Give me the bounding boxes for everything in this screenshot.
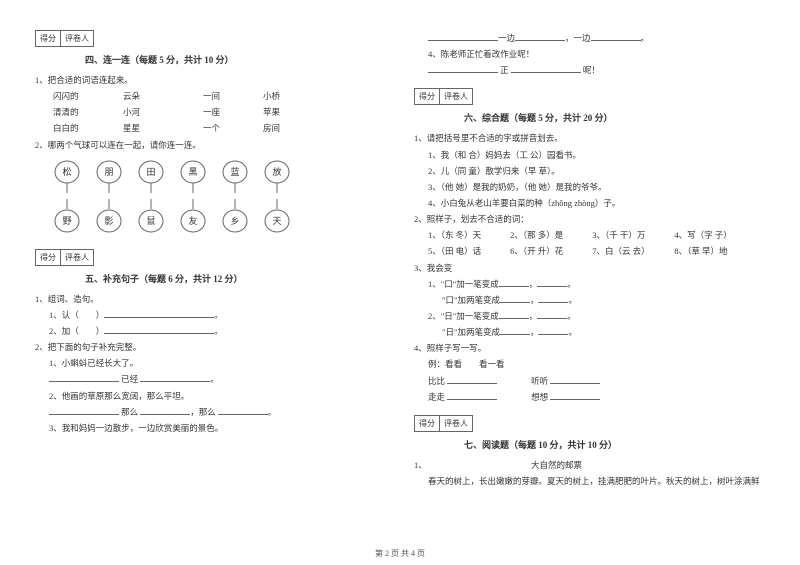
balloon-icon: 乡 (221, 199, 249, 233)
balloon-icon: 影 (95, 199, 123, 233)
score-box-sec6: 得分 评卷人 (414, 88, 473, 105)
svg-text:朋: 朋 (104, 167, 113, 177)
balloon-icon: 野 (53, 199, 81, 233)
balloon-icon: 放 (263, 159, 291, 193)
balloon-row-bottom: 野 影 鼠 友 乡 天 (53, 199, 386, 233)
left-column: 得分 评卷人 四、连一连（每题 5 分，共计 10 分） 1、把合适的词语连起来… (35, 30, 386, 489)
sec6-q4: 4、照样子写一写。 (414, 340, 765, 356)
score-label: 得分 (415, 89, 440, 104)
balloon: 朋 (95, 159, 123, 193)
cont-q4: 4、陈老师正忙着改作业呢！ (428, 46, 765, 62)
sec7-q1: 1、 大自然的邮票 (414, 457, 765, 473)
svg-text:野: 野 (62, 216, 71, 226)
balloon: 鼠 (137, 199, 165, 233)
svg-text:鼠: 鼠 (146, 215, 155, 226)
score-label: 得分 (415, 416, 440, 431)
balloon-icon: 朋 (95, 159, 123, 193)
svg-text:黑: 黑 (188, 167, 197, 177)
svg-text:天: 天 (272, 216, 281, 226)
svg-text:乡: 乡 (230, 216, 239, 226)
sec6-title: 六、综合题（每题 5 分，共计 20 分） (464, 111, 765, 124)
grader-label: 评卷人 (440, 416, 472, 431)
match-row-2: 清清的 小河 一座 苹果 (53, 104, 386, 120)
balloon: 乡 (221, 199, 249, 233)
balloon-icon: 友 (179, 199, 207, 233)
grader-label: 评卷人 (61, 250, 93, 265)
sec6-q1-1: 1、我（和 合）妈妈去（工 公）园看书。 (428, 147, 765, 163)
grader-label: 评卷人 (440, 89, 472, 104)
sec4-q1: 1、把合适的词语连起来。 (35, 72, 386, 88)
sec6-q2-row1: 1、（东 冬）天 2、（那 多）是 3、（千 干）万 4、写（字 子） (428, 227, 765, 243)
match-row-3: 白白的 星星 一个 房间 (53, 120, 386, 136)
cont-line1: 一边，一边。 (428, 30, 765, 46)
sec6-q3-1: 1、"口"加一笔变成，。 (428, 276, 765, 292)
balloon-row-top: 松 朋 田 黑 蓝 放 (53, 159, 386, 193)
sec6-q1-4: 4、小白兔从老山羊要白菜的种（zhǒng zhòng）子。 (428, 195, 765, 211)
balloon: 松 (53, 159, 81, 193)
grader-label: 评卷人 (61, 31, 93, 46)
svg-text:松: 松 (62, 166, 71, 177)
page-footer: 第 2 页 共 4 页 (0, 548, 800, 559)
sec7-title: 七、阅读题（每题 10 分，共计 10 分） (464, 438, 765, 451)
sec5-q1b: 2、加（ ）。 (49, 323, 386, 339)
sec6-q1-2: 2、儿（同 童）散学归来（早 草）。 (428, 163, 765, 179)
sec5-q2: 2、把下面的句子补充完整。 (35, 339, 386, 355)
balloon-icon: 田 (137, 159, 165, 193)
sec5-q1: 1、组词、造句。 (35, 291, 386, 307)
balloon: 田 (137, 159, 165, 193)
right-column: 一边，一边。 4、陈老师正忙着改作业呢！ 正 呢！ 得分 评卷人 六、综合题（每… (414, 30, 765, 489)
balloon: 蓝 (221, 159, 249, 193)
sec7-q1text: 春天的树上，长出嫩嫩的芽瓣。夏天的树上，挂满肥肥的叶片。秋天的树上，树叶涂满鲜 (428, 473, 765, 489)
sec5-q2-2b: 那么 ，那么 。 (49, 404, 386, 420)
svg-text:放: 放 (272, 166, 281, 177)
balloon: 野 (53, 199, 81, 233)
balloon: 影 (95, 199, 123, 233)
svg-text:田: 田 (146, 167, 155, 177)
balloon: 天 (263, 199, 291, 233)
sec6-q3-3: 2、"日"加一笔变成，。 (428, 308, 765, 324)
svg-text:友: 友 (188, 215, 197, 226)
sec6-q1-3: 3、（他 她）是我的奶奶，（他 她）是我的爷爷。 (428, 179, 765, 195)
balloon-icon: 松 (53, 159, 81, 193)
balloon-icon: 鼠 (137, 199, 165, 233)
sec6-q2-row2: 5、（田 电）话 6、（开 升）花 7、白（云 去） 8、（草 早）地 (428, 243, 765, 259)
sec5-q2-2: 2、他画的草原那么宽阔，那么平坦。 (49, 388, 386, 404)
sec6-q4-row1: 比比 听听 (428, 373, 765, 389)
sec4-q2: 2、哪两个气球可以连在一起，请你连一连。 (35, 137, 386, 153)
score-label: 得分 (36, 250, 61, 265)
sec4-title: 四、连一连（每题 5 分，共计 10 分） (85, 53, 386, 66)
match-row-1: 闪闪的 云朵 一间 小桥 (53, 88, 386, 104)
score-box-sec7: 得分 评卷人 (414, 415, 473, 432)
score-box-sec4: 得分 评卷人 (35, 30, 94, 47)
sec6-q2: 2、照样子，划去不合适的词： (414, 211, 765, 227)
sec6-q1: 1、请把括号里不合适的字或拼音划去。 (414, 130, 765, 146)
score-label: 得分 (36, 31, 61, 46)
sec5-q2-1: 1、小蝌蚪已经长大了。 (49, 355, 386, 371)
svg-text:影: 影 (104, 216, 113, 226)
score-box-sec5: 得分 评卷人 (35, 249, 94, 266)
sec6-q3-4: "日"加两笔变成，。 (442, 324, 765, 340)
balloon: 黑 (179, 159, 207, 193)
sec6-q3: 3、我会变 (414, 260, 765, 276)
sec5-q2-1b: 已经 。 (49, 371, 386, 387)
sec6-q4ex: 例：看看 看一看 (428, 356, 765, 372)
svg-text:蓝: 蓝 (230, 166, 239, 177)
balloon: 友 (179, 199, 207, 233)
sec5-q1a: 1、认（ ）。 (49, 307, 386, 323)
sec5-title: 五、补充句子（每题 6 分，共计 12 分） (85, 272, 386, 285)
balloon-icon: 天 (263, 199, 291, 233)
balloon-icon: 黑 (179, 159, 207, 193)
balloon-icon: 蓝 (221, 159, 249, 193)
sec6-q4-row2: 走走 想想 (428, 389, 765, 405)
sec5-q2-3: 3、我和妈妈一边散步，一边欣赏美丽的景色。 (49, 420, 386, 436)
sec6-q3-2: "口"加两笔变成，。 (442, 292, 765, 308)
balloon: 放 (263, 159, 291, 193)
cont-q4b: 正 呢！ (428, 62, 765, 78)
